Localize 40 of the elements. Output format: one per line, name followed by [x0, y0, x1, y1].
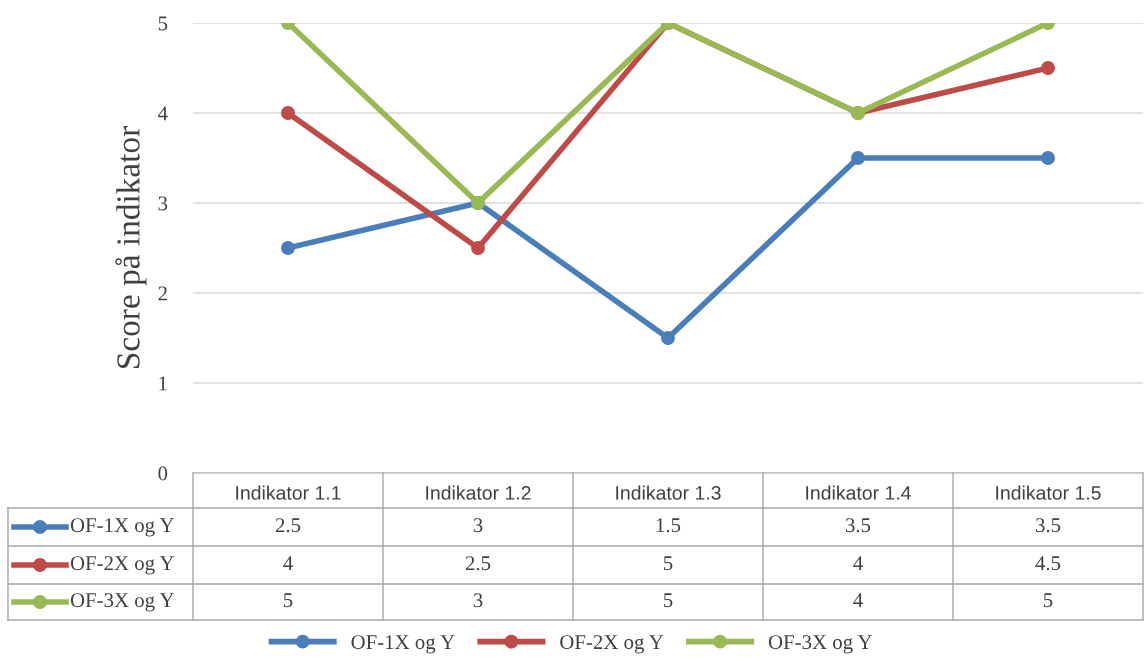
data-label: 5: [284, 593, 293, 608]
legend-label: OF-3X og Y: [70, 593, 175, 612]
x-tick-label: Indikator 1.2: [426, 485, 531, 500]
data-label: 3: [473, 593, 483, 608]
point: [1041, 151, 1055, 165]
data-label: 5: [664, 593, 673, 608]
data-label: 5: [1044, 593, 1053, 608]
text: OF-3X og Y: [768, 635, 873, 654]
x-tick-label: Indikator 1.1: [236, 485, 341, 500]
point: [281, 241, 295, 255]
y-axis-title: Score på indikator: [115, 126, 147, 368]
y-tick-label: 3: [158, 196, 168, 211]
legend-label: OF-1X og Y: [70, 518, 175, 537]
x-tick-label: Indikator 1.4: [806, 485, 911, 500]
data-label: 3.5: [845, 518, 871, 533]
data-label: 4: [283, 556, 293, 571]
point: [661, 331, 675, 345]
text: OF-1X og Y: [351, 635, 455, 654]
data-label: 3.5: [1035, 518, 1061, 533]
data-label: 4: [853, 593, 863, 608]
legend-label: OF-2X og Y: [70, 556, 175, 575]
data-label: 4: [853, 556, 863, 571]
y-tick-label: 4: [157, 106, 168, 121]
point: [471, 241, 485, 255]
data-label: 4.5: [1035, 556, 1061, 571]
data-label: 5: [664, 556, 673, 571]
x-tick-label: Indikator 1.3: [616, 485, 721, 500]
data-label: 2.5: [465, 556, 491, 571]
y-tick-label: 0: [158, 466, 168, 481]
y-tick-label: 1: [159, 376, 167, 391]
data-label: 3: [473, 518, 483, 533]
data-label: 2.5: [275, 518, 301, 533]
y-tick-label: 5: [158, 16, 168, 31]
point: [281, 106, 295, 120]
text: OF-2X og Y: [560, 635, 664, 654]
point: [1041, 61, 1055, 75]
x-tick-label: Indikator 1.5: [996, 485, 1101, 500]
y-tick-label: 2: [158, 286, 167, 301]
point: [851, 151, 865, 165]
data-label: 1.5: [656, 518, 681, 533]
